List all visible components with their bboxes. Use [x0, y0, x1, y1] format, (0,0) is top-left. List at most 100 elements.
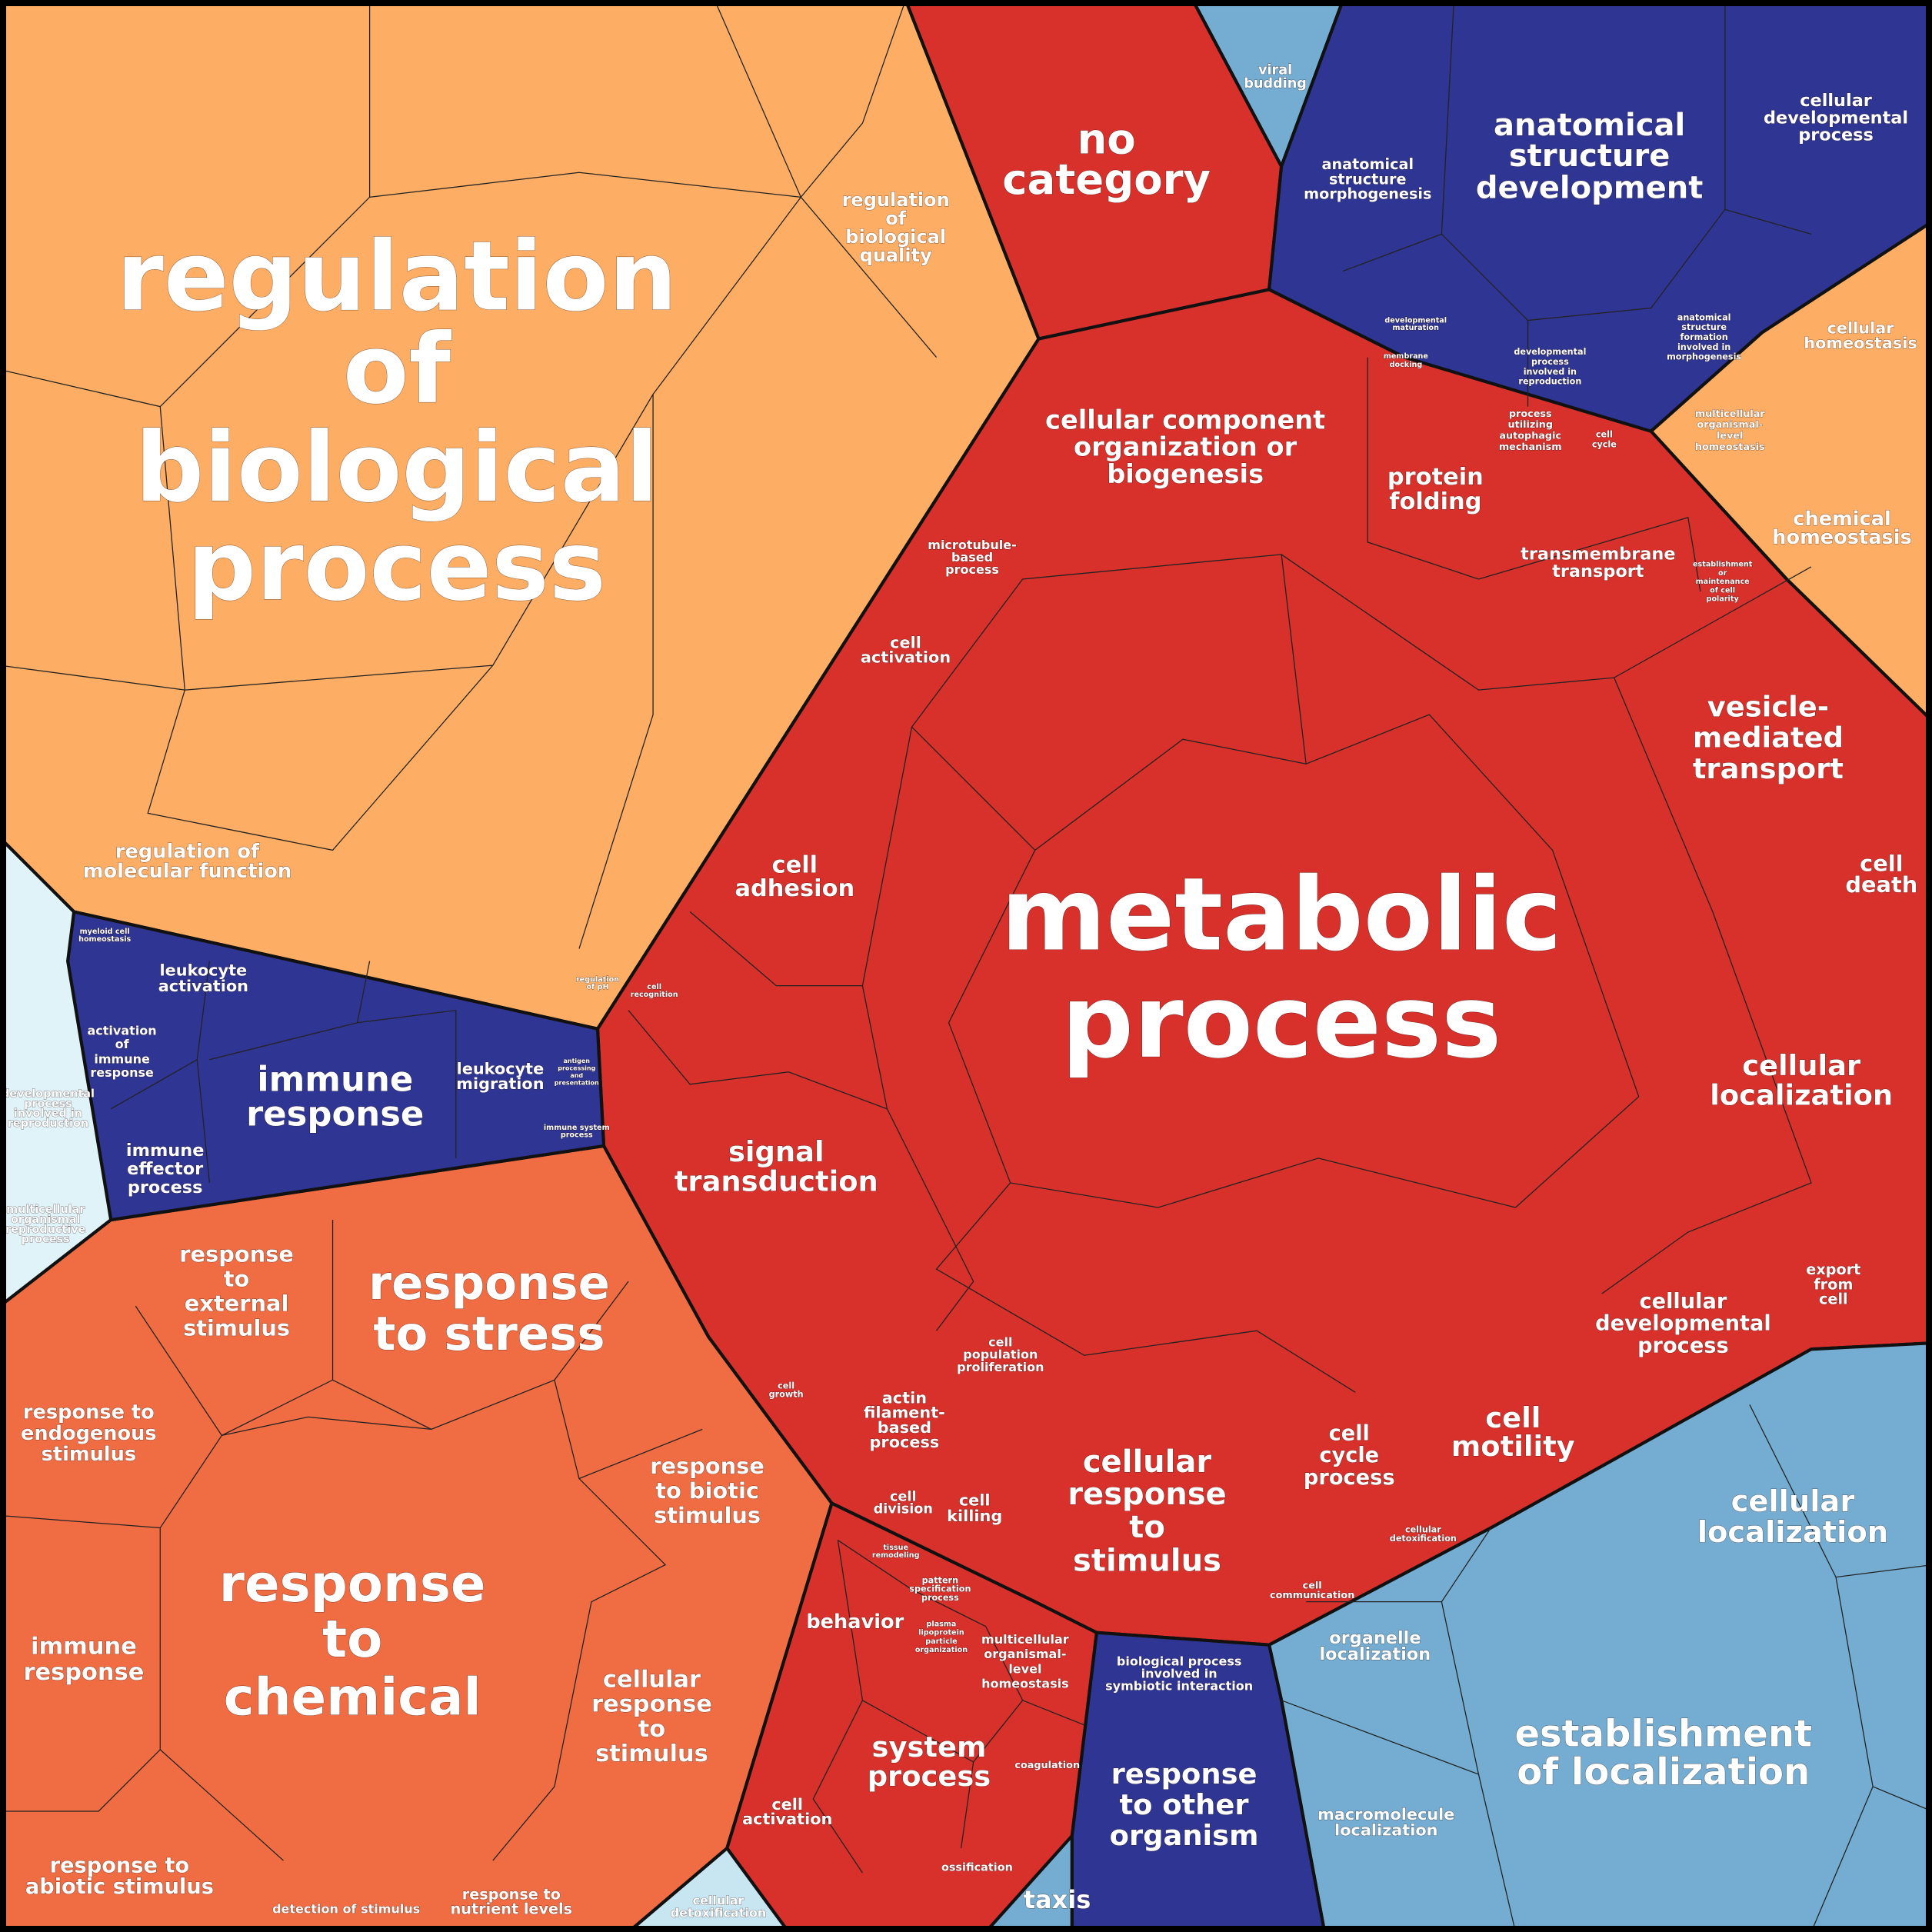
- cell-label: developmental: [1514, 347, 1586, 357]
- cell-label: taxis: [1024, 1885, 1091, 1914]
- cell-label: lipoprotein: [918, 1629, 964, 1637]
- cell-label: recognition: [631, 991, 678, 999]
- cell-label: response to: [462, 1885, 561, 1903]
- cell-label: response: [219, 1554, 486, 1614]
- cell-label: process: [24, 1098, 72, 1110]
- cell-label: response: [591, 1691, 712, 1718]
- cell-label: to other: [1120, 1788, 1250, 1821]
- cell-label: cell: [772, 852, 818, 879]
- cell-label: homeostasis: [981, 1676, 1069, 1690]
- cell-label: budding: [1244, 76, 1307, 92]
- cell-label: structure: [1681, 322, 1727, 332]
- cell-label: chemical: [224, 1667, 481, 1727]
- cell-border: [1281, 1404, 1932, 1932]
- cell-label: metabolic: [1001, 855, 1562, 973]
- cell-label: cellular: [1827, 319, 1895, 338]
- cell-label: response: [246, 1093, 424, 1134]
- cell-label: reproduction: [8, 1118, 88, 1130]
- cell-label: biogenesis: [1107, 459, 1264, 489]
- cell-label: homeostasis: [78, 935, 131, 944]
- cell-label: homeostasis: [1804, 334, 1917, 352]
- cell-label: mechanism: [1499, 441, 1562, 453]
- cell-label: immune: [31, 1633, 137, 1660]
- cell-label: regulation: [842, 189, 950, 211]
- cell-label: remodeling: [872, 1551, 920, 1560]
- cell-label: specification: [909, 1584, 971, 1594]
- cell-label: developmental: [1764, 108, 1908, 128]
- cell-label: cell: [1860, 851, 1903, 877]
- cell-label: communication: [1270, 1590, 1354, 1601]
- cell-label: from: [1814, 1275, 1853, 1293]
- cell-label: cell: [1819, 1291, 1848, 1308]
- cell-label: antigen: [563, 1058, 590, 1064]
- cell-label: proliferation: [957, 1360, 1044, 1374]
- cell-label: cellular: [1405, 1525, 1441, 1535]
- cell-label: process: [1637, 1334, 1729, 1358]
- cell-label: of pH: [586, 983, 608, 991]
- cell-label: immune system: [544, 1124, 610, 1132]
- cell-label: molecular function: [83, 860, 291, 883]
- cell-label: leukocyte: [457, 1060, 545, 1078]
- cell-label: population: [963, 1347, 1038, 1362]
- cell-label: to stress: [373, 1307, 605, 1361]
- cell-label: abiotic stimulus: [25, 1875, 214, 1899]
- cell-label: process: [1798, 125, 1874, 145]
- cell-label: cycle: [1319, 1444, 1379, 1467]
- cell-label: cellular component: [1045, 405, 1325, 435]
- cell-label: anatomical: [1494, 108, 1685, 143]
- cell-label: anatomical: [1321, 155, 1414, 173]
- cell-label: activation: [861, 648, 951, 666]
- cell-label: to biotic: [655, 1477, 759, 1504]
- cell-label: process: [1531, 357, 1569, 367]
- cell-label: structure: [1509, 138, 1671, 174]
- cell-label: biological: [845, 226, 946, 248]
- cell-label: to: [322, 1609, 382, 1669]
- cell-label: organization: [915, 1646, 968, 1654]
- cell-label: transmembrane: [1521, 544, 1675, 564]
- cell-label: cell: [647, 983, 661, 991]
- cell-label: organismal-: [984, 1647, 1066, 1661]
- cell-label: maintenance: [1696, 578, 1750, 586]
- cell-label: transport: [1693, 752, 1844, 785]
- cell-label: docking: [1390, 361, 1423, 369]
- cell-label: involved in: [14, 1108, 82, 1120]
- cell-label: cell: [1329, 1421, 1370, 1445]
- cell-label: multicellular: [6, 1204, 85, 1216]
- cell-label: cell: [1303, 1580, 1322, 1591]
- cell-label: process: [1304, 1466, 1395, 1490]
- cell-label: cell: [771, 1795, 803, 1814]
- cell-label: signal: [728, 1135, 824, 1168]
- cell-border: [0, 1220, 703, 1861]
- cell-label: based: [878, 1418, 931, 1437]
- cell-label: regulation: [116, 222, 677, 333]
- cell-border: [1342, 0, 1812, 407]
- cell-label: anatomical: [1677, 312, 1731, 322]
- cell-label: death: [1845, 871, 1917, 898]
- cell-label: cellular: [1083, 1444, 1212, 1480]
- cell-label: organismal-: [1697, 419, 1763, 431]
- cell-label: membrane: [1384, 352, 1428, 361]
- cell-label: process: [188, 511, 606, 622]
- cell-label: process: [868, 1760, 991, 1793]
- cell-label: homeostasis: [1772, 526, 1912, 549]
- cell-label: macromolecule: [1317, 1805, 1454, 1824]
- cell-label: regulation: [576, 976, 619, 984]
- cell-label: process: [561, 1131, 593, 1139]
- cell-label: organization or: [1074, 432, 1297, 462]
- cell-label: homeostasis: [1695, 441, 1765, 453]
- cell-label: reproduction: [1518, 377, 1581, 387]
- cell-label: involved in: [1677, 342, 1730, 352]
- cell-label: leukocyte: [160, 961, 248, 979]
- cell-label: chemical: [1793, 508, 1891, 531]
- cell-label: process: [1509, 408, 1552, 420]
- cell-label: processing: [558, 1064, 595, 1071]
- cell-label: transduction: [675, 1164, 878, 1198]
- cell-label: activation: [87, 1023, 156, 1038]
- cell-label: viral: [1258, 62, 1292, 78]
- cell-label: response: [1068, 1477, 1226, 1512]
- cell-label: no: [1078, 114, 1136, 163]
